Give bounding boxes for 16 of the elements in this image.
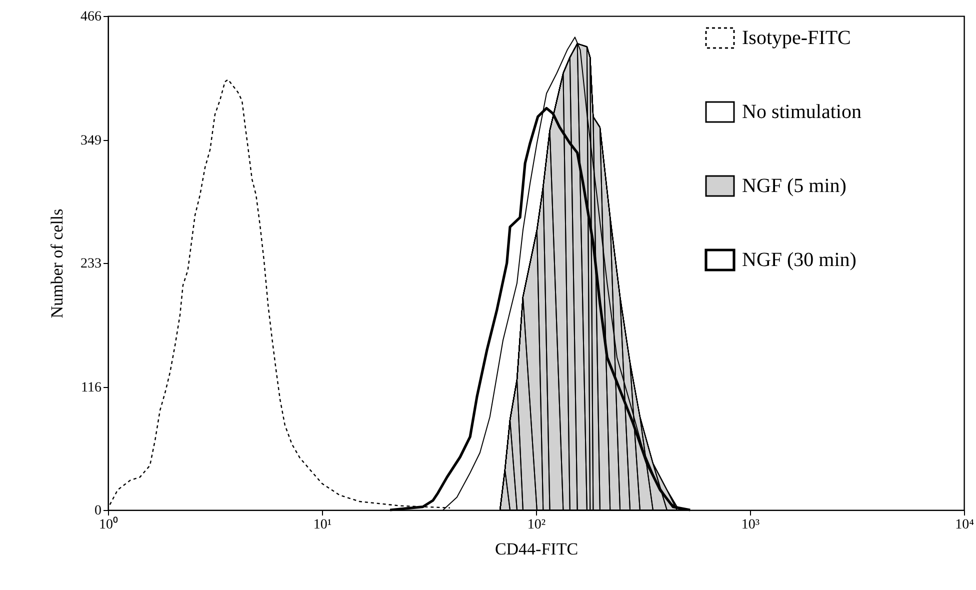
legend-label: NGF (5 min) [742, 175, 846, 197]
x-tick-label: 10⁴ [955, 518, 974, 532]
y-tick-label: 116 [81, 380, 102, 396]
y-tick-label: 233 [80, 256, 102, 272]
legend-label: NGF (30 min) [742, 249, 856, 271]
x-tick-label: 10³ [741, 518, 760, 532]
legend-label: No stimulation [742, 101, 862, 123]
y-axis-title: Number of cells [48, 208, 66, 318]
x-tick-label: 10¹ [313, 518, 332, 532]
y-tick-label: 0 [94, 504, 102, 518]
x-tick-label: 10⁰ [99, 516, 118, 532]
x-tick-label: 10² [527, 518, 546, 532]
y-tick-label: 466 [80, 10, 102, 24]
legend-label: Isotype-FITC [742, 27, 851, 49]
y-tick-label: 349 [80, 134, 102, 149]
x-axis-title: CD44-FITC [494, 540, 578, 558]
